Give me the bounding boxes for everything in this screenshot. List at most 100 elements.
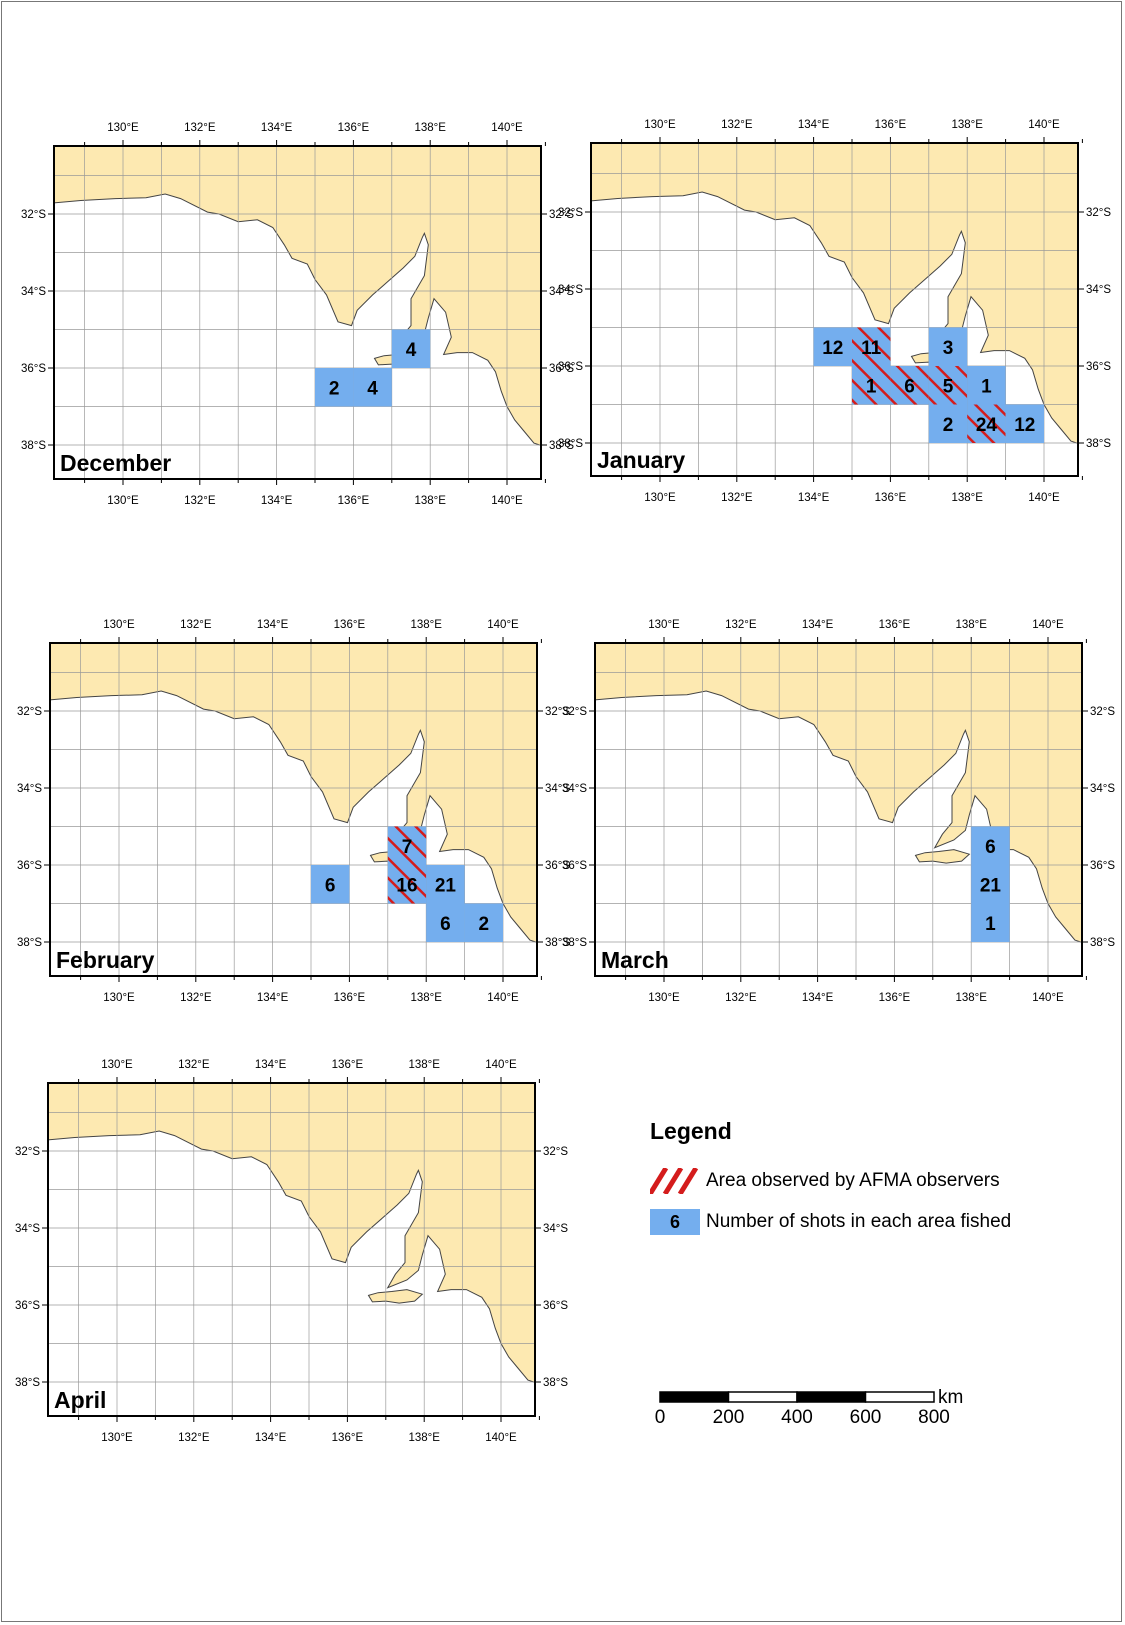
- lat-tick-label: 36°S: [543, 1300, 568, 1312]
- shot-count-label: 12: [822, 338, 843, 359]
- scale-label: 0: [655, 1407, 666, 1428]
- shot-cell: [928, 327, 968, 366]
- lon-tick-label: 134°E: [798, 119, 830, 131]
- lat-tick-label: 34°S: [1086, 284, 1111, 296]
- shot-cell: [971, 865, 1010, 904]
- lon-tick-label: 130°E: [103, 619, 135, 631]
- shots-swatch: [650, 1209, 700, 1235]
- lat-tick-label: 36°S: [17, 860, 42, 872]
- map-frame: [590, 142, 1079, 477]
- shot-cell: [971, 826, 1010, 865]
- shot-count-label: 6: [985, 837, 996, 858]
- legend-title: Legend: [650, 1118, 732, 1144]
- month-label: April: [54, 1387, 106, 1413]
- lon-tick-label: 132°E: [178, 1059, 210, 1071]
- lat-tick-label: 38°S: [545, 937, 570, 949]
- lat-tick-label: 32°S: [1090, 706, 1115, 718]
- lon-tick-label: 140°E: [1028, 119, 1060, 131]
- shot-count-label: 24: [976, 415, 998, 436]
- island: [914, 849, 971, 864]
- shot-cell: [426, 865, 465, 904]
- shot-count-label: 11: [861, 338, 882, 359]
- shot-count-label: 2: [329, 378, 340, 399]
- scale-label: 200: [713, 1407, 745, 1428]
- lon-tick-label: 132°E: [721, 492, 753, 504]
- legend-observed-label: Area observed by AFMA observers: [706, 1170, 1000, 1191]
- lat-tick-label: 34°S: [562, 783, 587, 795]
- lon-tick-label: 132°E: [721, 119, 753, 131]
- lon-tick-label: 140°E: [487, 992, 519, 1004]
- lat-tick-label: 36°S: [549, 363, 574, 375]
- lon-tick-label: 138°E: [414, 122, 446, 134]
- month-label: January: [597, 447, 685, 473]
- lon-tick-label: 140°E: [1032, 992, 1064, 1004]
- map-january: 12 11 31 6 5 12 24 12130°E130°E132°E132°E134°E1…: [558, 119, 1111, 504]
- shot-count-label: 3: [943, 338, 954, 359]
- shot-cell: [311, 865, 350, 904]
- lon-tick-label: 138°E: [408, 1432, 440, 1444]
- lon-tick-label: 136°E: [332, 1059, 364, 1071]
- lat-tick-label: 36°S: [1090, 860, 1115, 872]
- shot-count-label: 2: [479, 914, 490, 935]
- sea-area: [48, 1131, 535, 1416]
- lon-tick-label: 130°E: [644, 119, 676, 131]
- observed-hatch: [967, 404, 1006, 443]
- lon-tick-label: 134°E: [255, 1432, 287, 1444]
- lon-tick-label: 136°E: [875, 119, 907, 131]
- lon-tick-label: 130°E: [101, 1059, 133, 1071]
- shot-count-label: 1: [985, 914, 996, 935]
- month-label: March: [601, 947, 669, 973]
- shot-count-label: 7: [402, 837, 413, 858]
- scale-segment: [796, 1391, 867, 1403]
- lat-tick-label: 32°S: [1086, 207, 1111, 219]
- shot-count-label: 21: [435, 875, 457, 896]
- lat-tick-label: 38°S: [15, 1377, 40, 1389]
- shot-count-label: 1: [866, 376, 877, 397]
- lat-tick-label: 34°S: [1090, 783, 1115, 795]
- observed-hatch: [890, 366, 929, 405]
- shot-count-label: 16: [396, 875, 417, 896]
- shot-cell: [928, 404, 968, 443]
- lon-tick-label: 136°E: [338, 122, 370, 134]
- lon-tick-label: 138°E: [951, 492, 983, 504]
- shot-count-label: 12: [1014, 415, 1035, 436]
- scale-segment: [864, 1391, 935, 1403]
- lon-tick-label: 134°E: [261, 495, 293, 507]
- lon-tick-label: 132°E: [725, 992, 757, 1004]
- shot-cell: [391, 329, 431, 368]
- lat-tick-label: 32°S: [549, 209, 574, 221]
- shot-count-label: 4: [406, 340, 417, 361]
- lon-tick-label: 134°E: [257, 619, 289, 631]
- lat-tick-label: 36°S: [545, 860, 570, 872]
- lon-tick-label: 138°E: [414, 495, 446, 507]
- scale-unit: km: [938, 1387, 963, 1408]
- lon-tick-label: 130°E: [107, 122, 139, 134]
- map-february: 7 6 16 21 6 2 130°E 130°E 132°E 132°E 134°E 134°E 13…: [17, 619, 570, 1004]
- hatch-swatch-icon: [650, 1168, 699, 1194]
- shot-cell: [813, 327, 852, 366]
- legend-shots-label: Number of shots in each area fished: [706, 1211, 1012, 1232]
- lon-tick-label: 132°E: [184, 495, 216, 507]
- scale-segment: [659, 1391, 730, 1403]
- scale-label: 600: [850, 1407, 882, 1428]
- lat-tick-label: 32°S: [15, 1146, 40, 1158]
- lon-tick-label: 138°E: [408, 1059, 440, 1071]
- lon-tick-label: 130°E: [101, 1432, 133, 1444]
- lon-tick-label: 130°E: [103, 992, 135, 1004]
- lon-tick-label: 130°E: [107, 495, 139, 507]
- lon-tick-label: 138°E: [410, 992, 442, 1004]
- lat-tick-label: 38°S: [562, 937, 587, 949]
- lon-tick-label: 136°E: [875, 492, 907, 504]
- shot-count-label: 4: [367, 378, 378, 399]
- lon-tick-label: 134°E: [255, 1059, 287, 1071]
- observed-hatch: [852, 366, 891, 405]
- legend-row-shots: 6 Number of shots in each area fished: [650, 1209, 1110, 1235]
- shot-cell: [315, 368, 354, 407]
- lat-tick-label: 38°S: [543, 1377, 568, 1389]
- lon-tick-label: 134°E: [802, 992, 834, 1004]
- lat-tick-label: 38°S: [1090, 937, 1115, 949]
- lon-tick-label: 132°E: [725, 619, 757, 631]
- observed-hatch: [928, 366, 968, 405]
- observed-hatch: [387, 865, 427, 904]
